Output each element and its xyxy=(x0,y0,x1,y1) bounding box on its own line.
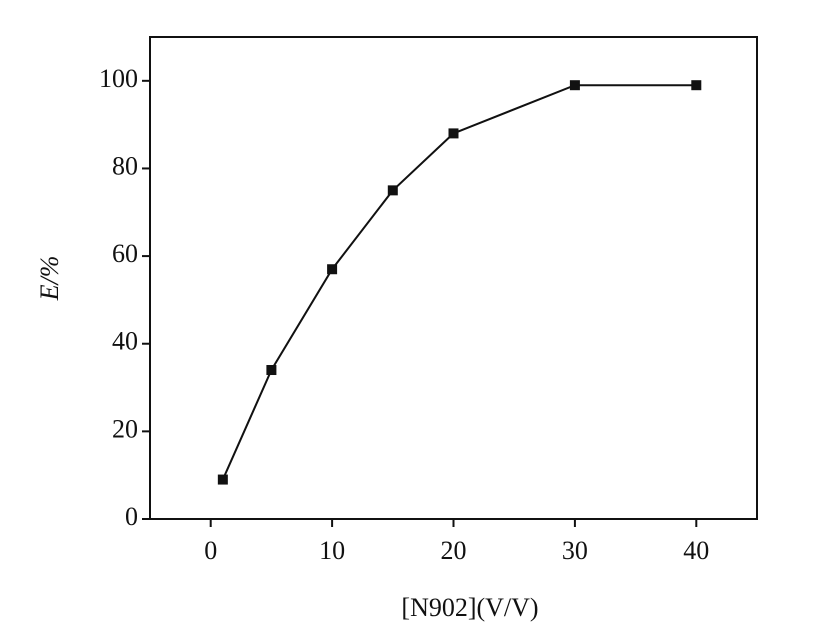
y-tick-label: 80 xyxy=(112,151,138,180)
plot-frame xyxy=(149,36,758,520)
x-tick-label: 40 xyxy=(683,536,709,565)
y-tick-label: 40 xyxy=(112,327,138,356)
marker xyxy=(448,128,459,139)
x-tick-label: 30 xyxy=(562,536,588,565)
x-tick-label: 10 xyxy=(319,536,345,565)
y-tick-label: 20 xyxy=(112,414,138,443)
marker xyxy=(327,264,338,275)
y-tick-label: 60 xyxy=(112,239,138,268)
x-tick-label: 20 xyxy=(441,536,467,565)
marker xyxy=(217,474,228,485)
series-line xyxy=(221,84,697,480)
y-axis-label: E/% xyxy=(35,256,64,302)
marker xyxy=(569,80,580,91)
marker xyxy=(266,365,277,376)
marker xyxy=(387,185,398,196)
x-tick-label: 0 xyxy=(204,536,217,565)
marker xyxy=(691,80,702,91)
x-axis-label: [N902](V/V) xyxy=(401,593,538,622)
y-tick-label: 0 xyxy=(125,502,138,531)
y-tick-label: 100 xyxy=(99,64,138,93)
